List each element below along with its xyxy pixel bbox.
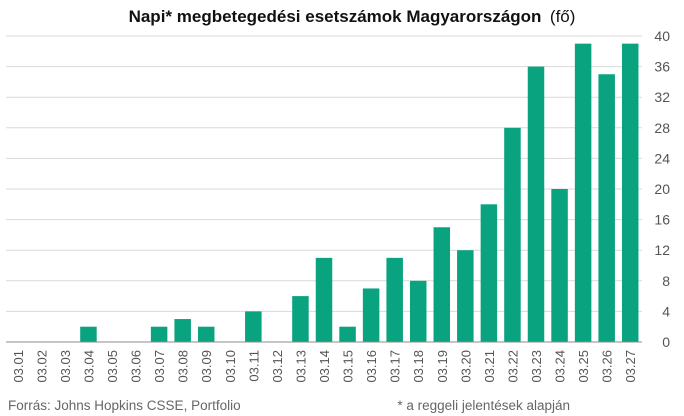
chart-title-main: Napi* megbetegedési esetszámok Magyarors…	[129, 7, 542, 26]
y-axis-ticks: 0 4 8 12 16 20 24 28 32 36 40	[654, 28, 670, 350]
x-tick-label: 03.20	[458, 350, 473, 383]
x-tick-label: 03.26	[600, 350, 615, 383]
bar-03.19	[433, 227, 451, 342]
x-tick-label: 03.07	[152, 350, 167, 383]
bar-03.16	[362, 288, 380, 342]
bar-03.23	[527, 66, 545, 342]
x-tick-label: 03.04	[81, 350, 96, 383]
x-tick-label: 03.08	[176, 350, 191, 383]
y-tick-label: 12	[654, 242, 670, 258]
bar-03.24	[551, 189, 568, 342]
bar-03.25	[574, 43, 592, 343]
y-tick-label: 36	[654, 59, 670, 75]
x-tick-label: 03.13	[293, 350, 308, 383]
x-tick-label: 03.09	[199, 350, 214, 383]
chart-title-unit: (fő)	[550, 7, 576, 26]
y-tick-label: 28	[654, 120, 670, 136]
x-tick-label: 03.06	[129, 350, 144, 383]
bar-03.17	[386, 257, 403, 342]
bar-03.15	[339, 326, 356, 342]
bar-03.22	[504, 127, 521, 342]
x-tick-label: 03.24	[553, 350, 568, 383]
bar-03.13	[292, 296, 309, 342]
bar-03.26	[598, 74, 615, 342]
bar-03.18	[409, 280, 427, 342]
bar-03.04	[80, 326, 97, 342]
bar-03.07	[150, 326, 168, 342]
x-tick-label: 03.12	[270, 350, 285, 383]
x-tick-label: 03.19	[435, 350, 450, 383]
y-tick-label: 4	[662, 303, 670, 319]
x-tick-label: 03.05	[105, 350, 120, 383]
bar-03.21	[480, 204, 498, 342]
y-tick-label: 0	[662, 334, 670, 350]
bar-03.14	[315, 257, 333, 342]
y-tick-label: 8	[662, 273, 670, 289]
x-tick-label: 03.23	[529, 350, 544, 383]
source-note: Forrás: Johns Hopkins CSSE, Portfolio	[8, 398, 241, 413]
x-tick-label: 03.25	[576, 350, 591, 383]
bar-03.09	[197, 326, 215, 342]
x-tick-label: 03.21	[482, 350, 497, 383]
x-tick-label: 03.10	[223, 350, 238, 383]
x-tick-label: 03.16	[364, 350, 379, 383]
bar-03.11	[245, 311, 262, 342]
x-tick-label: 03.15	[341, 350, 356, 383]
gridlines	[6, 35, 642, 312]
footnote: * a reggeli jelentések alapján	[397, 398, 570, 413]
x-tick-label: 03.01	[11, 350, 26, 383]
y-tick-label: 16	[654, 212, 670, 228]
bar-03.27	[621, 43, 639, 343]
x-tick-label: 03.11	[246, 350, 261, 382]
x-tick-label: 03.22	[505, 350, 520, 383]
y-tick-label: 24	[654, 150, 670, 166]
y-tick-label: 40	[654, 28, 670, 44]
x-tick-label: 03.14	[317, 350, 332, 383]
x-axis-ticks: 03.01 03.02 03.03 03.04 03.05 03.06 03.07 03.08…	[11, 350, 638, 383]
x-tick-label: 03.27	[623, 350, 638, 383]
bar-03.20	[457, 250, 474, 342]
x-tick-label: 03.02	[34, 350, 49, 383]
x-tick-label: 03.03	[58, 350, 73, 383]
x-tick-label: 03.17	[388, 350, 403, 383]
x-tick-label: 03.18	[411, 350, 426, 383]
y-tick-label: 20	[654, 181, 670, 197]
bar-03.08	[174, 319, 191, 342]
chart-title: Napi* megbetegedési esetszámok Magyarors…	[129, 7, 576, 26]
y-tick-label: 32	[654, 89, 670, 105]
bar-series	[80, 43, 639, 343]
